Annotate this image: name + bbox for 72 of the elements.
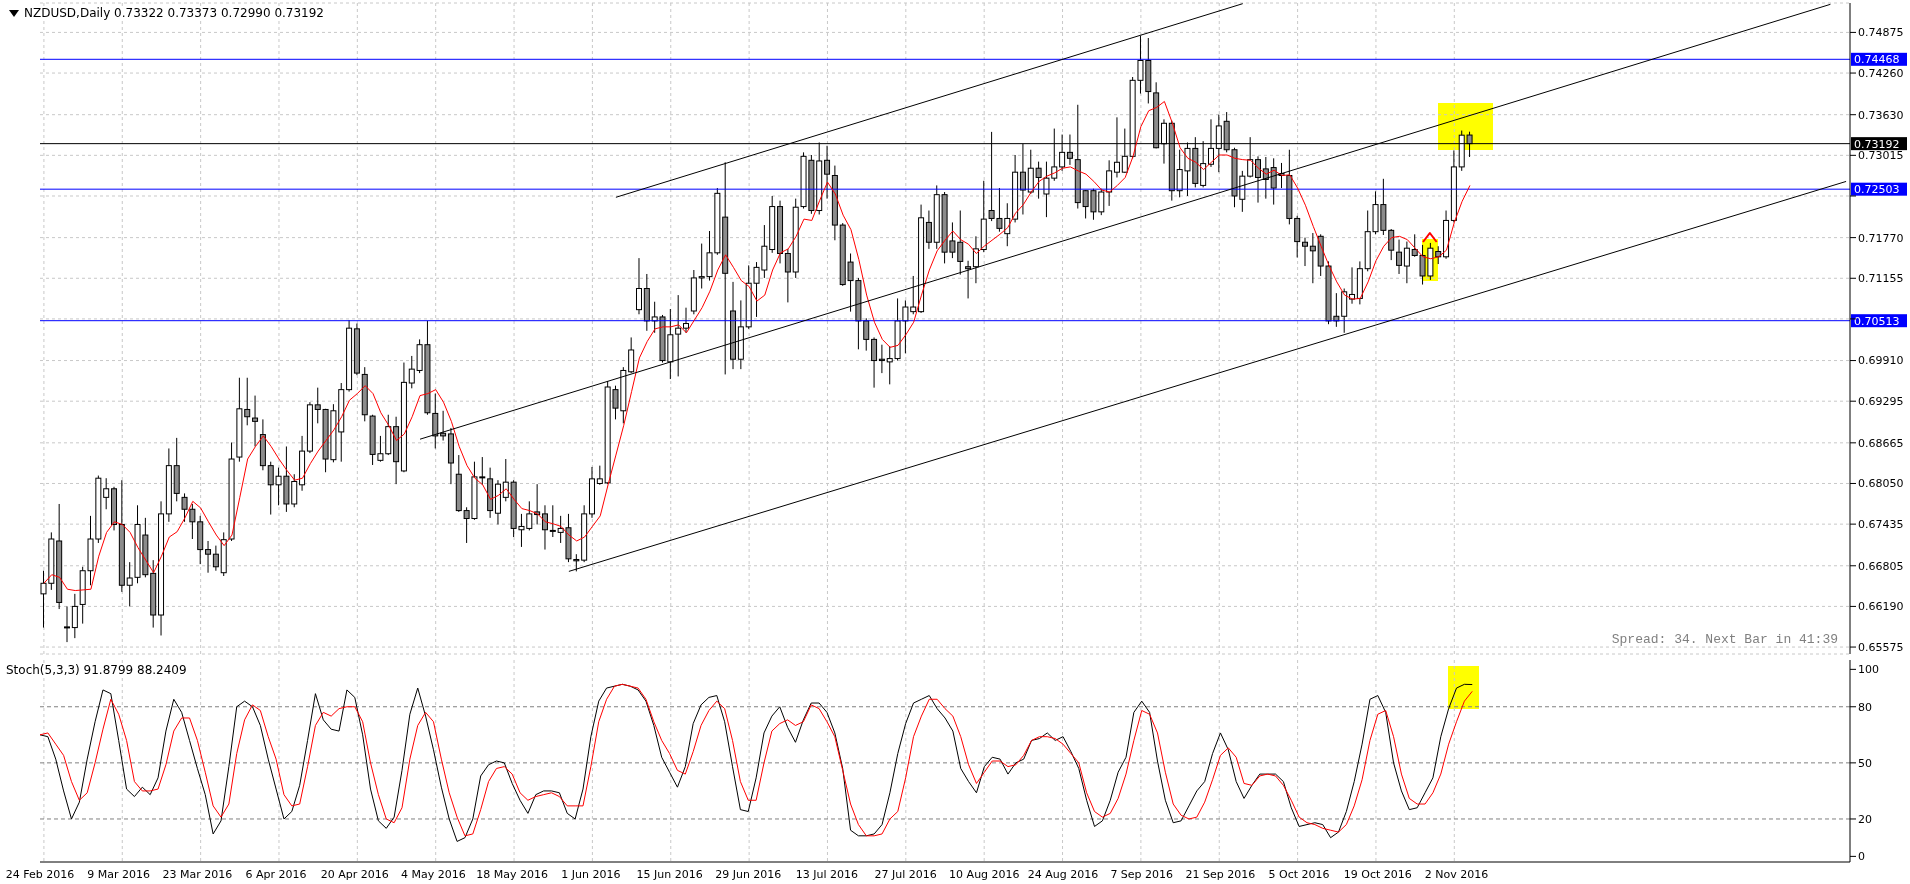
y-tick-label: 0.71770 [1858, 231, 1904, 245]
candlestick [878, 344, 885, 374]
candlestick [252, 395, 259, 447]
x-tick-label: 6 Apr 2016 [245, 867, 307, 881]
x-tick-label: 23 Mar 2016 [162, 867, 233, 881]
candlestick [871, 336, 878, 389]
candlestick [1302, 237, 1309, 267]
x-tick-label: 5 Oct 2016 [1268, 867, 1330, 881]
candlestick [972, 235, 979, 284]
y-tick-label: 0.73015 [1858, 149, 1904, 163]
candlestick [596, 465, 603, 486]
candlestick [181, 492, 188, 523]
x-tick-label: 9 Mar 2016 [87, 867, 151, 881]
y-tick-label: 0.74260 [1858, 66, 1904, 80]
x-tick-label: 2 Nov 2016 [1424, 867, 1489, 881]
x-tick-label: 4 May 2016 [401, 867, 466, 881]
annotation: Spread: 34. Next Bar in 41:39 [1611, 632, 1838, 647]
candlestick [965, 260, 972, 299]
candlestick [1255, 155, 1261, 204]
y-tick-label: 0.68665 [1858, 436, 1904, 450]
candlestick [1403, 241, 1410, 284]
candlestick [824, 145, 831, 200]
candlestick [628, 336, 635, 374]
candlestick [1309, 232, 1316, 284]
y-tick-label: 0.65575 [1858, 640, 1904, 654]
y-tick-label: 0.69295 [1858, 395, 1904, 409]
y-tick-label: 0.66190 [1858, 600, 1904, 614]
candlestick [1396, 239, 1403, 275]
x-tick-label: 7 Sep 2016 [1110, 867, 1174, 881]
candlestick [675, 294, 682, 377]
x-tick-label: 15 Jun 2016 [636, 867, 703, 881]
x-tick-label: 19 Oct 2016 [1343, 867, 1412, 881]
candlestick [1294, 215, 1301, 258]
candlestick [683, 307, 690, 334]
x-tick-label: 13 Jul 2016 [795, 867, 859, 881]
ref-line-label: 0.72503 [1854, 183, 1900, 197]
x-tick-label: 24 Feb 2016 [5, 867, 75, 881]
candlestick [71, 593, 78, 639]
x-tick-label: 24 Aug 2016 [1027, 867, 1099, 881]
y-tick-label: 100 [1858, 663, 1879, 677]
x-tick-label: 29 Jun 2016 [715, 867, 782, 881]
y-tick-label: 20 [1858, 812, 1872, 826]
candlestick [925, 210, 932, 250]
y-tick-label: 80 [1858, 700, 1872, 714]
candlestick [212, 545, 219, 572]
y-tick-label: 0.68050 [1858, 477, 1904, 491]
y-tick-label: 0.73630 [1858, 108, 1904, 122]
y-tick-label: 0 [1858, 850, 1865, 864]
candlestick [541, 504, 548, 551]
candlestick [784, 248, 791, 303]
x-tick-label: 20 Apr 2016 [320, 867, 389, 881]
candlestick [64, 605, 71, 643]
y-tick-label: 0.66805 [1858, 559, 1904, 573]
x-tick-label: 21 Sep 2016 [1185, 867, 1256, 881]
y-tick-label: 0.69910 [1858, 354, 1904, 368]
y-tick-label: 50 [1858, 756, 1872, 770]
y-tick-label: 0.74875 [1858, 26, 1904, 40]
candlestick [636, 257, 642, 315]
ref-line-label: 0.73192 [1854, 137, 1900, 151]
x-tick-label: 1 Jun 2016 [561, 867, 621, 881]
x-tick-label: 27 Jul 2016 [874, 867, 937, 881]
candlestick [103, 477, 110, 510]
candlestick [205, 540, 212, 574]
ref-line-label: 0.74468 [1854, 53, 1900, 67]
x-tick-label: 10 Aug 2016 [949, 867, 1020, 881]
x-tick-label: 18 May 2016 [476, 867, 549, 881]
y-tick-label: 0.67435 [1858, 518, 1904, 532]
y-tick-label: 0.71155 [1858, 272, 1904, 286]
chart-title: Stoch(5,3,3) 91.8799 88.2409 [6, 663, 187, 677]
candlestick [1106, 159, 1113, 207]
chart-title: NZDUSD,Daily 0.73322 0.73373 0.72990 0.73192 [24, 6, 325, 20]
ref-line-label: 0.70513 [1854, 314, 1900, 328]
